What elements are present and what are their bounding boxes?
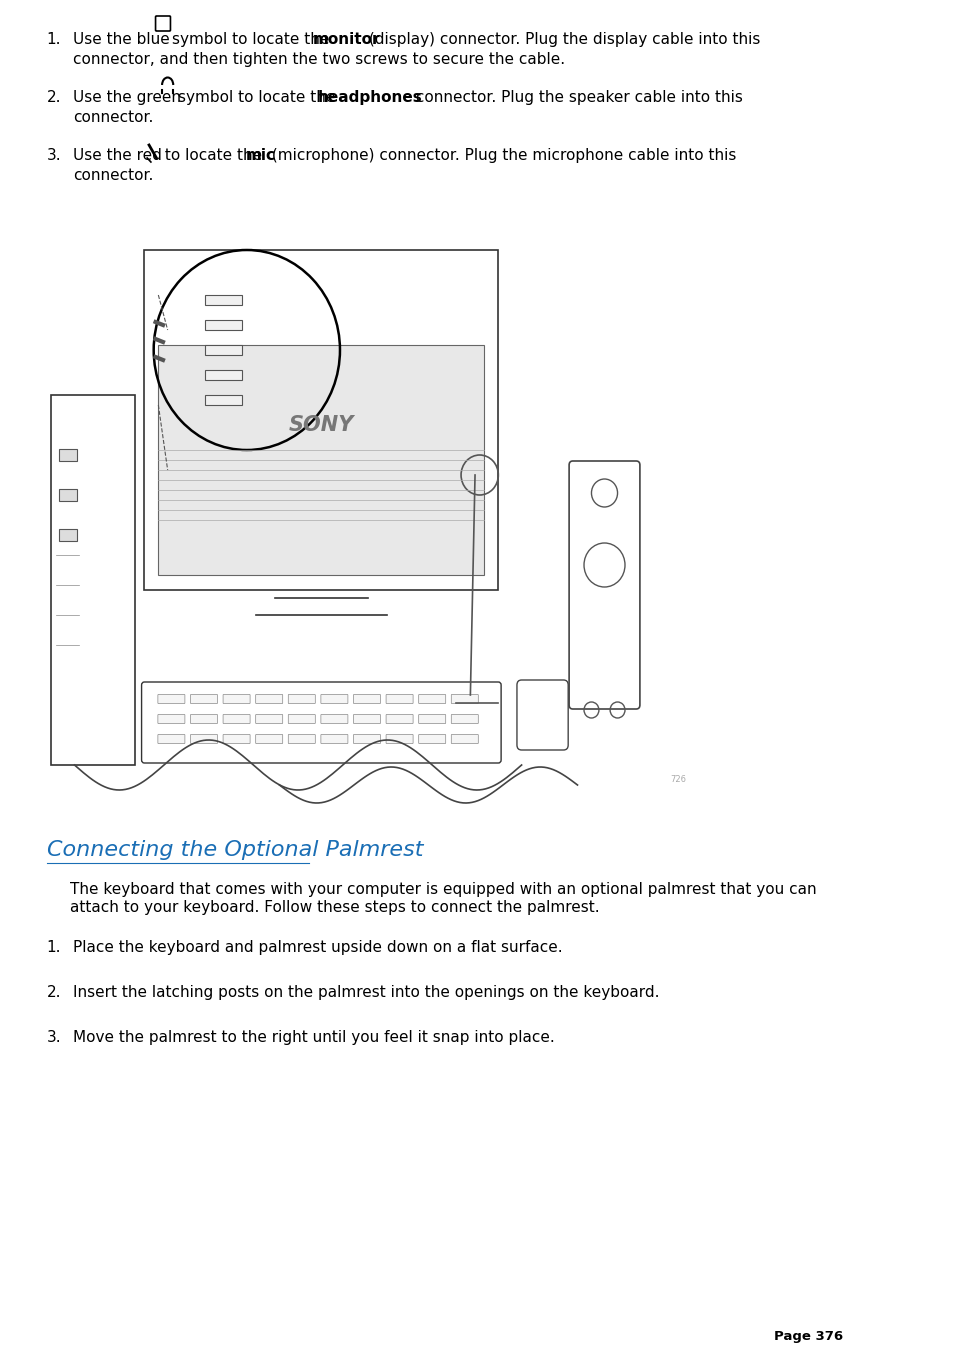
FancyBboxPatch shape [386,694,413,704]
Text: The keyboard that comes with your computer is equipped with an optional palmrest: The keyboard that comes with your comput… [70,882,816,897]
FancyBboxPatch shape [386,735,413,743]
Text: 3.: 3. [47,1029,61,1046]
FancyBboxPatch shape [205,295,242,305]
FancyBboxPatch shape [451,735,477,743]
Text: connector. Plug the speaker cable into this: connector. Plug the speaker cable into t… [411,91,741,105]
FancyBboxPatch shape [157,735,185,743]
FancyBboxPatch shape [59,449,77,461]
Text: 1.: 1. [47,32,61,47]
Text: connector.: connector. [72,109,152,126]
FancyBboxPatch shape [569,461,639,709]
FancyBboxPatch shape [354,694,380,704]
FancyBboxPatch shape [51,394,135,765]
FancyBboxPatch shape [191,735,217,743]
Text: Page 376: Page 376 [773,1329,842,1343]
FancyBboxPatch shape [191,694,217,704]
Text: headphones: headphones [317,91,422,105]
FancyBboxPatch shape [288,735,314,743]
FancyBboxPatch shape [255,715,282,724]
Text: attach to your keyboard. Follow these steps to connect the palmrest.: attach to your keyboard. Follow these st… [70,900,598,915]
Text: 2.: 2. [47,985,61,1000]
FancyBboxPatch shape [223,735,250,743]
FancyBboxPatch shape [320,735,348,743]
FancyBboxPatch shape [517,680,568,750]
Text: 2.: 2. [47,91,61,105]
FancyBboxPatch shape [223,694,250,704]
FancyBboxPatch shape [155,16,171,31]
Text: SONY: SONY [289,415,354,435]
Text: (display) connector. Plug the display cable into this: (display) connector. Plug the display ca… [364,32,760,47]
FancyBboxPatch shape [255,694,282,704]
Text: Place the keyboard and palmrest upside down on a flat surface.: Place the keyboard and palmrest upside d… [72,940,561,955]
FancyBboxPatch shape [418,735,445,743]
Text: monitor: monitor [313,32,380,47]
Text: mic: mic [246,149,275,163]
FancyBboxPatch shape [205,320,242,330]
FancyBboxPatch shape [255,735,282,743]
Text: symbol to locate the: symbol to locate the [177,91,340,105]
Text: Move the palmrest to the right until you feel it snap into place.: Move the palmrest to the right until you… [72,1029,554,1046]
Text: to locate the: to locate the [160,149,267,163]
FancyBboxPatch shape [320,715,348,724]
FancyBboxPatch shape [354,735,380,743]
FancyBboxPatch shape [59,530,77,540]
Text: symbol to locate the: symbol to locate the [172,32,335,47]
FancyBboxPatch shape [451,715,477,724]
Text: connector.: connector. [72,168,152,182]
FancyBboxPatch shape [59,489,77,501]
Text: (microphone) connector. Plug the microphone cable into this: (microphone) connector. Plug the microph… [267,149,736,163]
FancyBboxPatch shape [205,394,242,405]
FancyBboxPatch shape [320,694,348,704]
FancyBboxPatch shape [157,715,185,724]
Text: Connecting the Optional Palmrest: Connecting the Optional Palmrest [47,840,422,861]
Text: 3.: 3. [47,149,61,163]
FancyBboxPatch shape [288,694,314,704]
FancyBboxPatch shape [386,715,413,724]
FancyBboxPatch shape [451,694,477,704]
Text: 726: 726 [670,775,686,784]
FancyBboxPatch shape [223,715,250,724]
FancyBboxPatch shape [288,715,314,724]
FancyBboxPatch shape [205,370,242,380]
Text: Use the green: Use the green [72,91,185,105]
Text: 1.: 1. [47,940,61,955]
Text: Insert the latching posts on the palmrest into the openings on the keyboard.: Insert the latching posts on the palmres… [72,985,659,1000]
FancyBboxPatch shape [205,345,242,355]
FancyBboxPatch shape [158,345,484,576]
Text: Use the blue: Use the blue [72,32,174,47]
FancyBboxPatch shape [191,715,217,724]
FancyBboxPatch shape [418,715,445,724]
FancyBboxPatch shape [418,694,445,704]
Text: connector, and then tighten the two screws to secure the cable.: connector, and then tighten the two scre… [72,51,564,68]
FancyBboxPatch shape [144,250,497,590]
Text: Use the red: Use the red [72,149,166,163]
FancyBboxPatch shape [157,694,185,704]
FancyBboxPatch shape [141,682,500,763]
FancyBboxPatch shape [354,715,380,724]
